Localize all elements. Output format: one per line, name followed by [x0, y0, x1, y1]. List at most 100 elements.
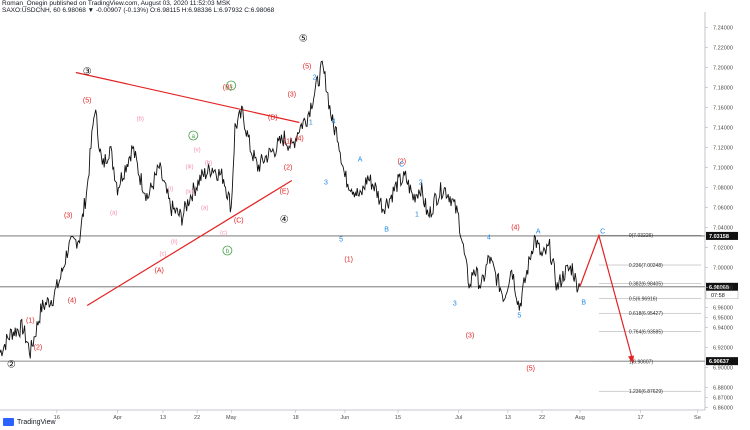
price-series — [0, 60, 581, 359]
wave-label: ⑤ — [299, 34, 308, 45]
wave-label: (1) — [26, 318, 35, 325]
tradingview-brand[interactable]: TradingView — [3, 418, 56, 426]
y-tick-label: 6.94000 — [713, 326, 733, 332]
wave-label: (4) — [68, 298, 77, 305]
brand-name: TradingView — [17, 418, 56, 426]
wave-label: 4 — [487, 235, 491, 242]
wave-label: (ii) — [171, 240, 178, 246]
y-tick-label: 6.87000 — [713, 396, 733, 402]
wave-label-circle — [226, 80, 237, 91]
wave-label: (i) — [168, 187, 173, 193]
y-tick-label: 7.24000 — [713, 26, 733, 32]
fib-level-label: 0(7.03226) — [629, 233, 654, 239]
y-tick-label: 6.98000 — [713, 286, 733, 292]
wave-label: 2 — [313, 75, 317, 82]
projection-path — [579, 233, 634, 364]
wave-label: (iv) — [185, 190, 193, 196]
fib-level-label: 1(6.90607) — [629, 359, 654, 365]
wave-labels: ③②⑤④(5)(3)(4)(1)(2)(B)(D)(A)(C)(E)(3)(5)… — [7, 34, 605, 373]
wave-label: b — [226, 249, 230, 255]
x-tick-label: May — [226, 415, 237, 421]
price-tag — [706, 231, 738, 240]
fib-level-label: 0.764(6.93585) — [629, 330, 663, 336]
wave-label: (5) — [83, 98, 92, 105]
wave-label: (C) — [234, 218, 244, 225]
wave-label: ③ — [83, 67, 92, 78]
wave-label: ② — [7, 360, 16, 371]
publisher-line: Roman_Onegin published on TradingView.co… — [2, 0, 231, 7]
y-tick-label: 6.86000 — [713, 406, 733, 412]
wave-label: (2) — [284, 165, 293, 172]
y-tick-label: 7.12000 — [713, 146, 733, 152]
wave-label: 5 — [339, 237, 343, 244]
y-tick-label: 7.16000 — [713, 106, 733, 112]
y-tick-label: 7.04000 — [713, 226, 733, 232]
wave-label: 2 — [419, 180, 423, 187]
wave-label: 4 — [332, 119, 336, 126]
wave-label: (D) — [268, 115, 278, 122]
wave-label: (c) — [159, 252, 166, 258]
x-tick-label: 22 — [539, 415, 545, 421]
wave-label: 3 — [453, 301, 457, 308]
projection-arrowhead — [627, 355, 634, 364]
wave-label: (3) — [466, 333, 475, 340]
y-tick-label: 7.08000 — [713, 186, 733, 192]
wave-label: A — [536, 229, 541, 236]
projection-line — [579, 233, 634, 362]
wave-label: (v) — [194, 148, 201, 154]
y-tick-label: 7.00000 — [713, 266, 733, 272]
x-tick-label: 13 — [505, 415, 511, 421]
y-axis: 7.24000 7.22000 7.20000 7.18000 7.16000 7.140… — [704, 12, 733, 412]
y-tick-label: 7.10000 — [713, 166, 733, 172]
x-axis: 16 Apr 13 22 May 18 Jun 15 Jul 13 22 Aug 17 Se — [0, 409, 705, 421]
wave-label-circle — [188, 130, 199, 141]
wave-label: (5) — [303, 64, 312, 71]
y-tick-label: 7.20000 — [713, 66, 733, 72]
wave-label: B — [384, 227, 389, 234]
price-tag-label: 6.98068 — [709, 285, 729, 291]
wave-label: C — [399, 162, 404, 169]
wave-label: (b) — [137, 117, 144, 123]
wave-label: 5 — [517, 313, 521, 320]
fib-level-label: 0.236(7.00248) — [629, 263, 663, 269]
wave-label: c — [230, 84, 233, 90]
symbol-ohlc-line: SAXO:USDCNH, 60 6.98068 ▼ -0.00907 (-0.1… — [2, 7, 275, 14]
wave-label: 3 — [324, 180, 328, 187]
y-tick-label: 7.02000 — [713, 246, 733, 252]
wave-label: B — [581, 300, 586, 307]
wave-label: C — [600, 229, 605, 236]
x-tick-label: 18 — [293, 415, 299, 421]
price-tag-label: 7.03158 — [709, 234, 729, 240]
wave-label: (E) — [280, 189, 289, 196]
wave-label: 1 — [415, 212, 419, 219]
wave-label: (b) — [205, 161, 212, 167]
y-tick-label: 7.06000 — [713, 206, 733, 212]
x-tick-label: 15 — [395, 415, 401, 421]
wave-label: (1) — [284, 139, 293, 146]
fib-level-label: 0.382(6.98405) — [629, 281, 663, 287]
x-tick-label: Jul — [455, 415, 462, 421]
wave-label: ④ — [280, 215, 289, 226]
fib-level-label: 0.5(6.96916) — [629, 296, 658, 302]
wave-label: a — [192, 134, 196, 140]
y-tick-label: 6.92000 — [713, 346, 733, 352]
price-tag — [706, 282, 738, 291]
price-tag-sub — [705, 290, 739, 300]
x-tick-label: 13 — [160, 415, 166, 421]
wave-label: (A) — [155, 268, 164, 275]
wave-label: (3) — [288, 92, 297, 99]
wave-label: (a) — [110, 211, 117, 217]
y-tick-label: 6.88000 — [713, 386, 733, 392]
x-tick-label: Apr — [113, 415, 122, 421]
trendline — [75, 71, 300, 124]
x-tick-label: 22 — [194, 415, 200, 421]
fib-level-label: 1.236(6.87629) — [629, 389, 663, 395]
x-tick-label: 17 — [638, 415, 644, 421]
y-tick-label: 7.14000 — [713, 126, 733, 132]
wave-label: (2) — [34, 345, 43, 352]
y-tick-label: 7.22000 — [713, 46, 733, 52]
wave-label: (3) — [64, 213, 73, 220]
price-tag-sublabel: 07:58 — [711, 293, 725, 299]
y-tick-label: 6.95000 — [713, 316, 733, 322]
